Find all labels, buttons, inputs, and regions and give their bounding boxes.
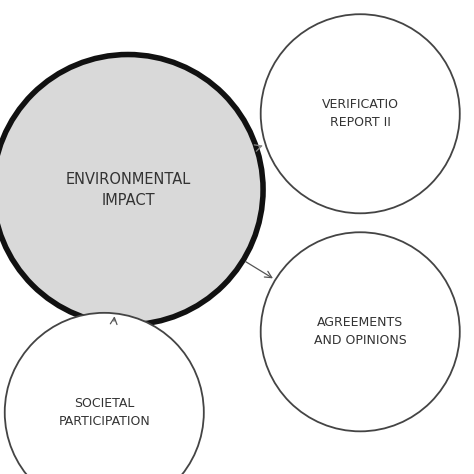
Circle shape (0, 55, 263, 325)
Circle shape (261, 14, 460, 213)
Circle shape (5, 313, 204, 474)
Text: SOCIETAL
PARTICIPATION: SOCIETAL PARTICIPATION (58, 397, 150, 428)
Text: VERIFICATIO
REPORT II: VERIFICATIO REPORT II (322, 98, 399, 129)
Circle shape (261, 232, 460, 431)
Text: AGREEMENTS
AND OPINIONS: AGREEMENTS AND OPINIONS (314, 316, 407, 347)
Text: ENVIRONMENTAL
IMPACT: ENVIRONMENTAL IMPACT (65, 172, 191, 208)
